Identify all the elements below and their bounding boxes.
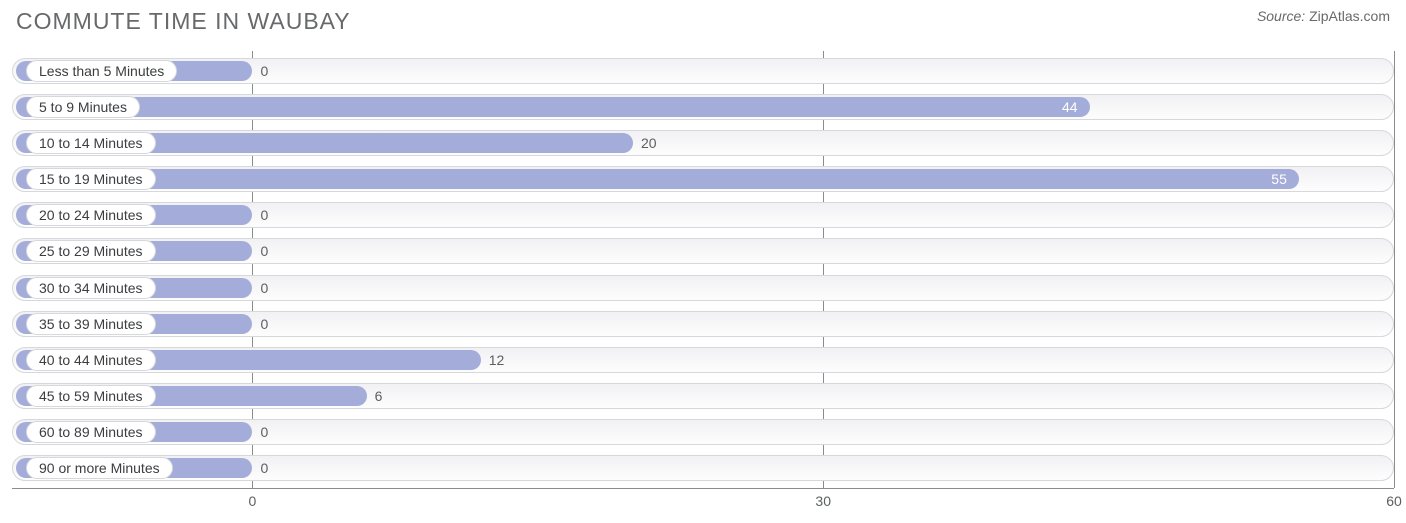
bar-row: 30 to 34 Minutes 0	[12, 275, 1394, 301]
chart-area: Less than 5 Minutes 0 5 to 9 Minutes 44 10 t…	[12, 43, 1394, 515]
category-label: Less than 5 Minutes	[26, 60, 177, 82]
bar-row: 25 to 29 Minutes 0	[12, 238, 1394, 264]
bar-row: Less than 5 Minutes 0	[12, 58, 1394, 84]
category-label: 60 to 89 Minutes	[26, 421, 156, 443]
value-label: 6	[375, 388, 383, 404]
bar-row: 10 to 14 Minutes 20	[12, 130, 1394, 156]
chart-container: COMMUTE TIME IN WAUBAY Source: ZipAtlas.…	[0, 0, 1406, 523]
bar-rows: Less than 5 Minutes 0 5 to 9 Minutes 44 10 t…	[12, 51, 1394, 488]
source-label: Source:	[1257, 8, 1305, 24]
bar-row: 45 to 59 Minutes 6	[12, 383, 1394, 409]
category-label: 5 to 9 Minutes	[26, 96, 140, 118]
chart-title: COMMUTE TIME IN WAUBAY	[16, 8, 351, 35]
category-label: 35 to 39 Minutes	[26, 313, 156, 335]
category-label: 10 to 14 Minutes	[26, 132, 156, 154]
x-tick-label: 30	[815, 493, 831, 509]
category-label: 40 to 44 Minutes	[26, 349, 156, 371]
value-label: 0	[260, 460, 268, 476]
x-tick-label: 0	[249, 493, 257, 509]
bar-row: 5 to 9 Minutes 44	[12, 94, 1394, 120]
value-label: 55	[1271, 171, 1287, 187]
x-axis: 03060	[12, 489, 1394, 515]
bar-row: 15 to 19 Minutes 55	[12, 166, 1394, 192]
value-label: 0	[260, 424, 268, 440]
value-label: 20	[641, 135, 657, 151]
category-label: 45 to 59 Minutes	[26, 385, 156, 407]
bar-row: 35 to 39 Minutes 0	[12, 311, 1394, 337]
value-label: 12	[489, 352, 505, 368]
category-label: 90 or more Minutes	[26, 457, 173, 479]
source-value: ZipAtlas.com	[1309, 8, 1390, 24]
category-label: 25 to 29 Minutes	[26, 240, 156, 262]
value-label: 0	[260, 316, 268, 332]
bar-row: 90 or more Minutes 0	[12, 455, 1394, 481]
bar-row: 60 to 89 Minutes 0	[12, 419, 1394, 445]
plot-region: Less than 5 Minutes 0 5 to 9 Minutes 44 10 t…	[12, 51, 1394, 489]
value-label: 0	[260, 207, 268, 223]
x-tick-label: 60	[1386, 493, 1402, 509]
value-label: 0	[260, 243, 268, 259]
bar-fill	[16, 169, 1299, 189]
gridline	[1394, 51, 1395, 488]
header: COMMUTE TIME IN WAUBAY Source: ZipAtlas.…	[12, 8, 1394, 43]
category-label: 30 to 34 Minutes	[26, 277, 156, 299]
bar-row: 40 to 44 Minutes 12	[12, 347, 1394, 373]
category-label: 15 to 19 Minutes	[26, 168, 156, 190]
source-attribution: Source: ZipAtlas.com	[1257, 8, 1390, 24]
value-label: 44	[1062, 99, 1078, 115]
value-label: 0	[260, 280, 268, 296]
value-label: 0	[260, 63, 268, 79]
category-label: 20 to 24 Minutes	[26, 204, 156, 226]
bar-row: 20 to 24 Minutes 0	[12, 202, 1394, 228]
bar-fill	[16, 97, 1090, 117]
